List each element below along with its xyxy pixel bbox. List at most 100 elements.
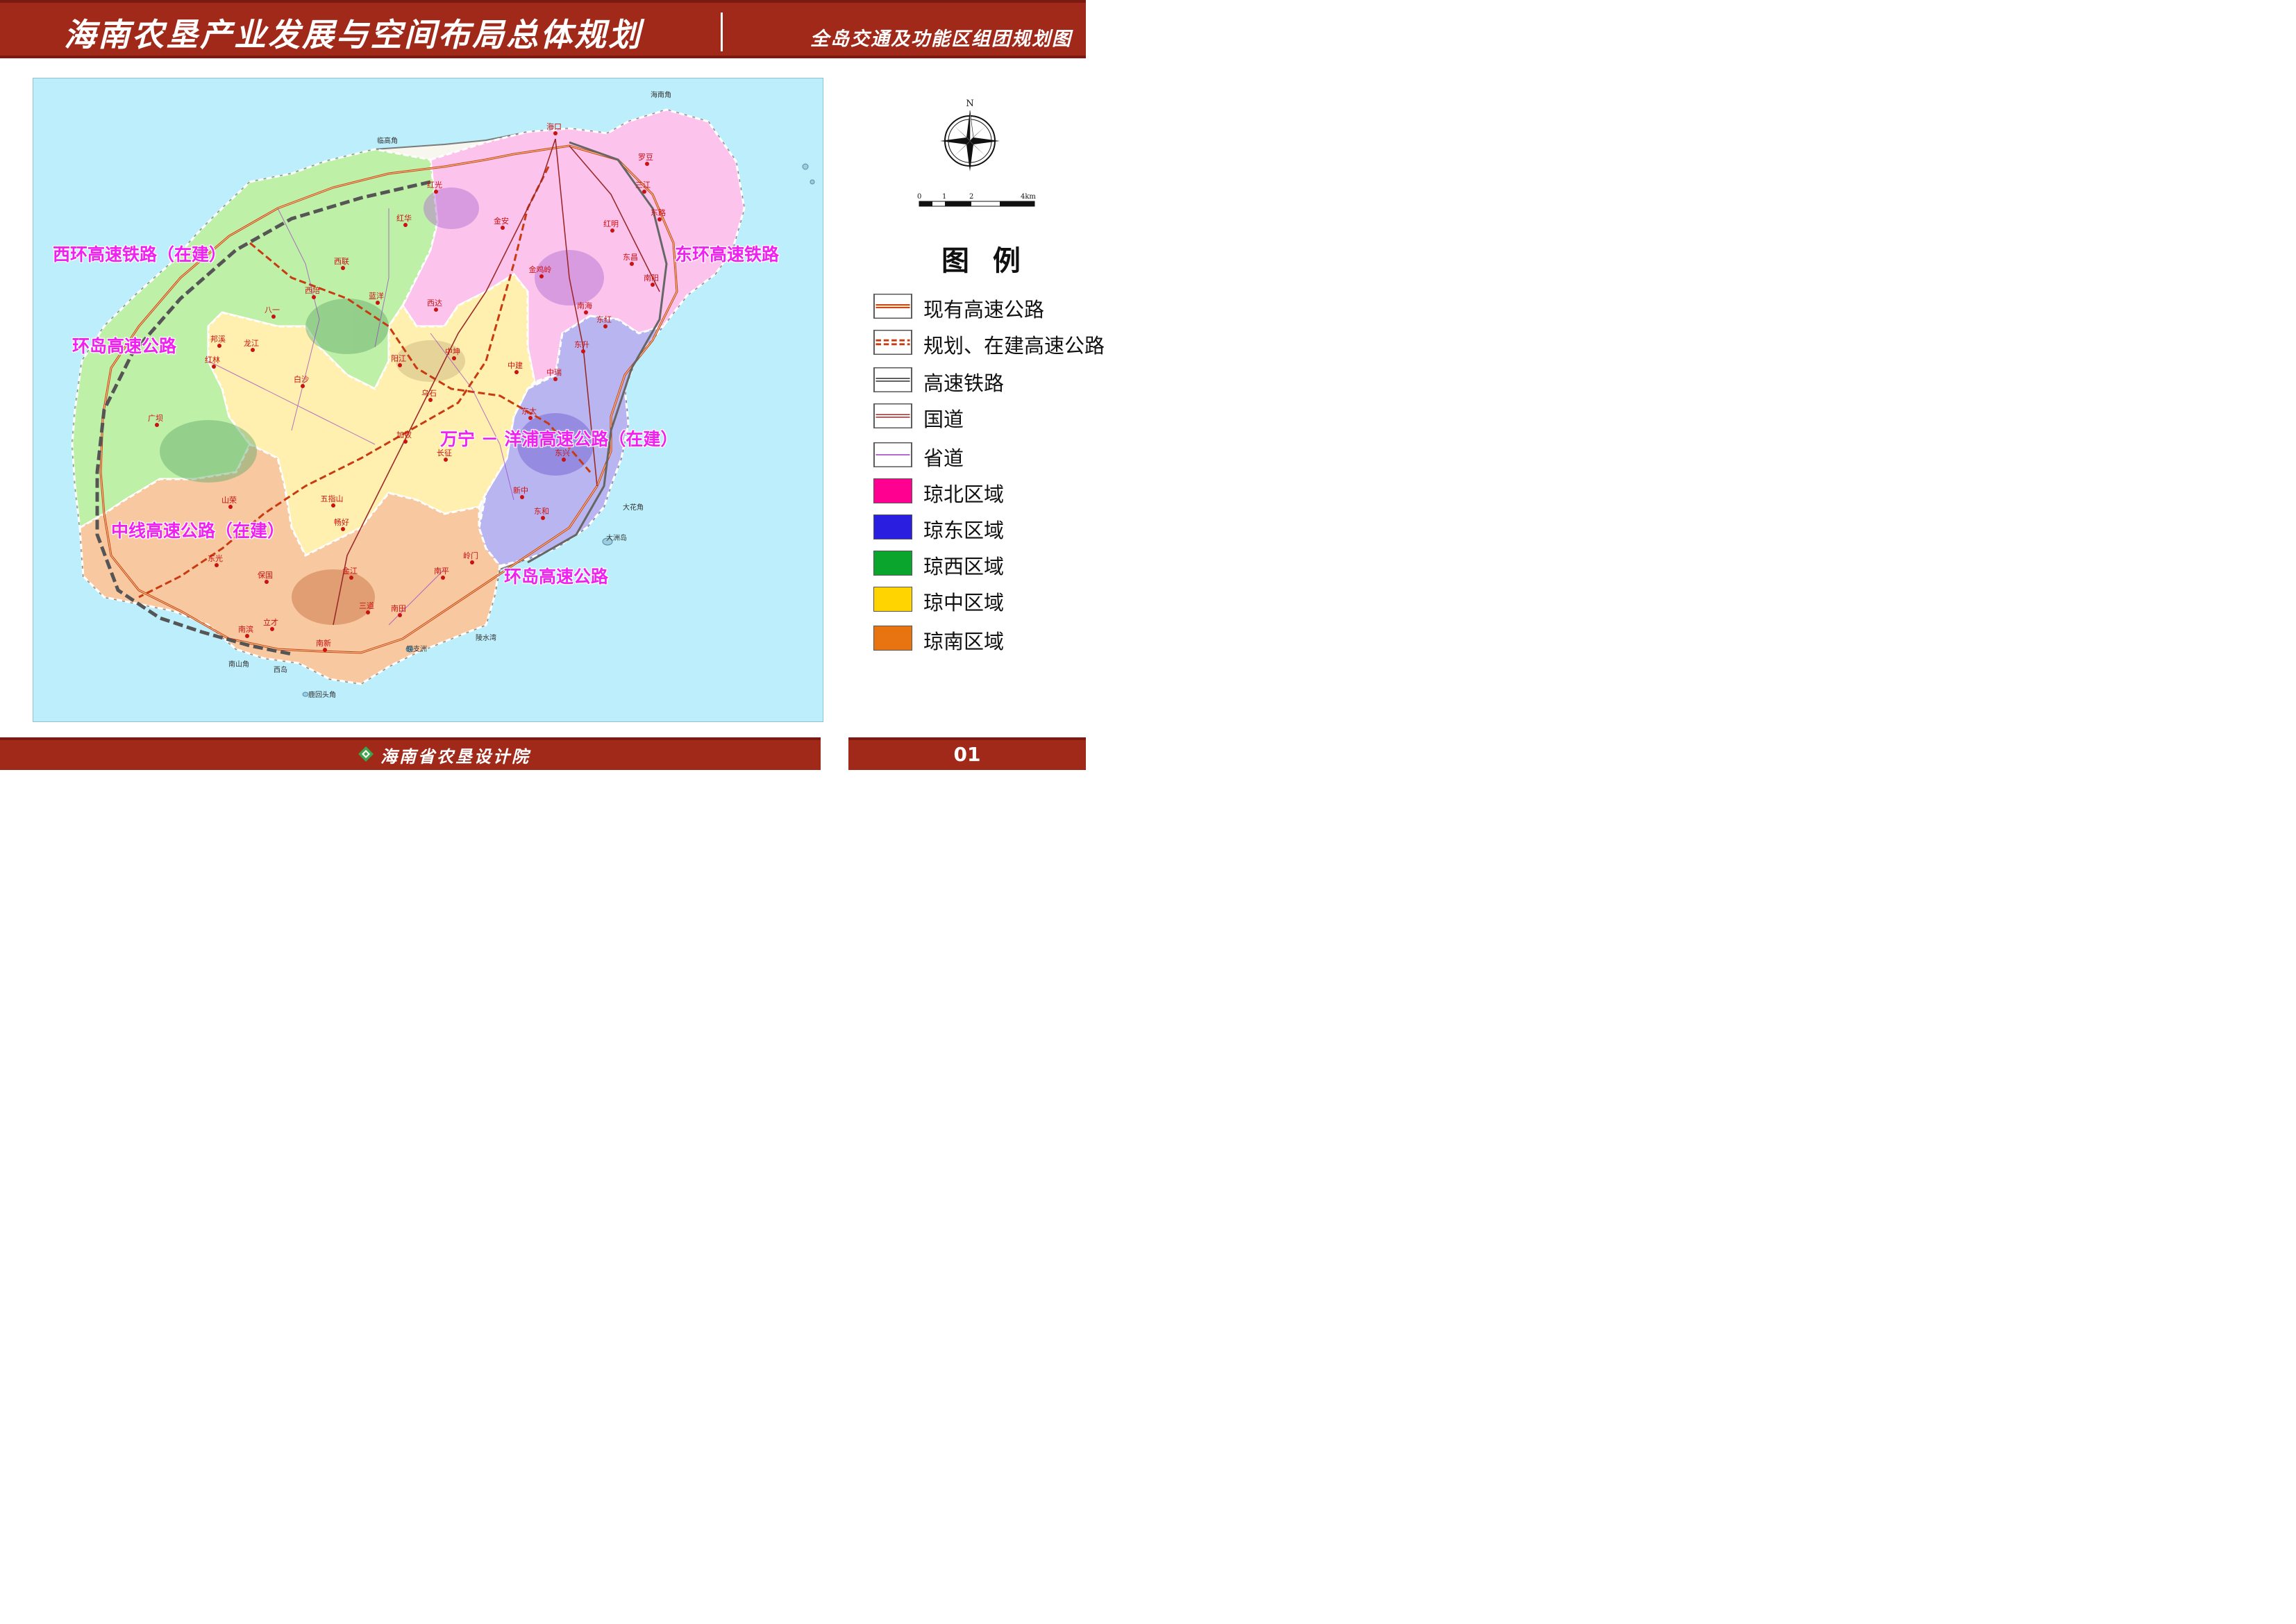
place-dot[interactable] (434, 190, 438, 194)
place-dot[interactable] (270, 627, 274, 631)
place-dot[interactable] (341, 266, 345, 270)
place-dot[interactable] (562, 458, 566, 462)
place-label: 东兴 (555, 449, 570, 458)
place-dot[interactable] (398, 363, 402, 367)
place-label: 蓝洋 (369, 291, 384, 301)
region-west (71, 148, 439, 530)
place-label: 三道 (359, 601, 374, 610)
island-map[interactable]: 海口 罗豆 三江 红光 红华 金安 红明 东路 西联 金鸡岭 东昌 南阳 西培 蓝洋 西达 南海 八一 东红 邦溪 龙… (33, 78, 823, 722)
place-dot[interactable] (642, 190, 646, 194)
place-dot[interactable] (403, 223, 408, 227)
place-label: 邦溪 (210, 335, 226, 344)
legend-label: 琼西区域 (923, 555, 1005, 578)
map-subtitle: 全岛交通及功能区组团规划图 (810, 28, 1072, 50)
place-label: 阳江 (391, 354, 406, 363)
place-dot[interactable] (251, 348, 255, 352)
expressway-swatch (873, 294, 912, 319)
place-dot[interactable] (452, 356, 456, 360)
place-dot[interactable] (312, 295, 316, 299)
compass-north: N (966, 99, 973, 109)
place-dot[interactable] (403, 440, 408, 444)
place-dot[interactable] (217, 344, 221, 348)
east-rail (527, 141, 668, 564)
place-label: 中坤 (445, 346, 460, 356)
terrain-patches (160, 187, 604, 625)
place-dot[interactable] (651, 283, 655, 287)
place-dot[interactable] (610, 228, 614, 233)
place-label: 南海 (577, 301, 592, 310)
place-dot[interactable] (520, 495, 524, 499)
place-label: 东路 (651, 208, 666, 217)
place-dot[interactable] (501, 226, 505, 230)
railway-swatch (873, 367, 912, 392)
place-label: 白沙 (294, 374, 309, 384)
place-dot[interactable] (212, 365, 216, 369)
place-dot[interactable] (366, 610, 370, 614)
place-dot[interactable] (341, 527, 345, 531)
scale-tick-4km: 4km (1021, 193, 1036, 201)
national-road-swatch (873, 403, 912, 428)
geographic-label: 大洲岛 (606, 533, 627, 542)
place-label: 乌石 (421, 388, 437, 398)
place-dot[interactable] (428, 398, 433, 402)
place-dot[interactable] (603, 324, 607, 328)
geographic-label: 鹿回头角 (308, 690, 336, 699)
geographic-label: 陵水湾 (476, 633, 496, 642)
place-dot[interactable] (215, 563, 219, 567)
label-east-rail: 东环高速铁路 (675, 244, 780, 265)
place-label: 五指山 (321, 494, 344, 503)
place-label: 东昌 (623, 253, 638, 262)
place-dot[interactable] (265, 580, 269, 584)
place-dot[interactable] (630, 262, 634, 266)
place-label: 山荣 (221, 496, 237, 505)
compass-icon: N (940, 99, 1000, 171)
place-dot[interactable] (349, 576, 353, 580)
geographic-label: 西岛 (274, 665, 287, 674)
place-dot[interactable] (441, 576, 445, 580)
place-dot[interactable] (331, 503, 335, 508)
place-label: 海口 (546, 122, 562, 131)
place-label: 南新 (316, 638, 331, 648)
place-dot[interactable] (553, 377, 558, 381)
legend-item-national-road: 国道 (873, 402, 1082, 431)
place-label: 龙江 (244, 339, 259, 348)
place-dot[interactable] (376, 301, 380, 305)
place-label: 南阳 (644, 274, 659, 283)
place-label: 东光 (208, 553, 223, 563)
place-dot[interactable] (271, 315, 276, 319)
label-west-rail: 西环高速铁路（在建） (53, 244, 227, 265)
place-label: 红林 (205, 355, 220, 365)
place-dot[interactable] (245, 634, 249, 638)
place-dot[interactable] (514, 370, 519, 374)
place-label: 西联 (334, 257, 349, 266)
region-south (78, 442, 501, 685)
place-dot[interactable] (657, 217, 662, 221)
banner-divider (721, 12, 723, 51)
place-label: 东太 (521, 407, 537, 416)
place-dot[interactable] (553, 131, 558, 135)
footer-bar: 海南省农垦设计院 (0, 737, 821, 770)
place-dot[interactable] (398, 613, 402, 617)
place-dot[interactable] (323, 648, 327, 652)
place-dot[interactable] (155, 423, 159, 427)
legend-label: 高速铁路 (923, 371, 1005, 395)
place-dot[interactable] (434, 308, 438, 312)
place-dot[interactable] (584, 310, 588, 315)
place-dot[interactable] (301, 384, 305, 388)
place-dot[interactable] (539, 274, 544, 278)
place-dot[interactable] (444, 458, 448, 462)
place-dot[interactable] (645, 162, 649, 166)
place-dot[interactable] (228, 505, 233, 509)
place-label: 南平 (434, 567, 449, 576)
place-label: 金江 (342, 566, 358, 576)
place-dot[interactable] (541, 516, 545, 520)
place-dot[interactable] (528, 416, 533, 420)
legend-panel: N 0 1 2 4km 图 例 现有高速公路 规划、在建高速公路 (833, 78, 1105, 724)
place-label: 广坝 (148, 413, 163, 423)
place-dot[interactable] (470, 560, 474, 564)
scale-tick-1: 1 (942, 193, 946, 201)
place-dot[interactable] (581, 349, 585, 353)
place-label: 保国 (258, 570, 273, 580)
legend-item-railway: 高速铁路 (873, 366, 1082, 395)
